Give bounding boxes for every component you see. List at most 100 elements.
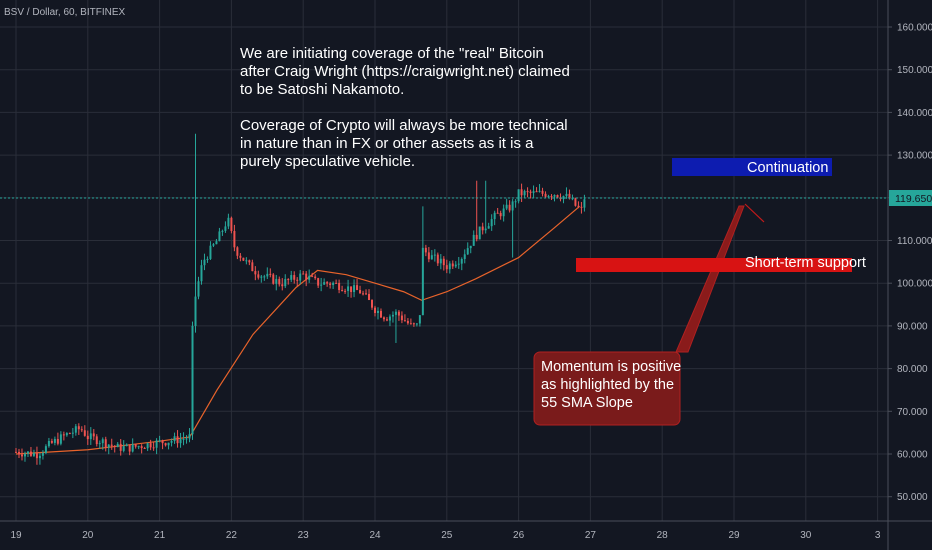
candle-body <box>152 447 155 449</box>
candle-body <box>119 443 122 451</box>
candle-body <box>481 226 484 231</box>
support-label: Short-term support <box>745 255 866 271</box>
candle-body <box>574 198 577 206</box>
candle-body <box>490 219 493 227</box>
candle-body <box>74 426 77 433</box>
candle-body <box>173 436 176 442</box>
price-tick-label: 90.000 <box>897 321 928 332</box>
candle-body <box>98 443 101 445</box>
candle-body <box>296 279 299 281</box>
candle-body <box>134 444 137 447</box>
candle-body <box>68 433 71 435</box>
candle-body <box>251 262 254 272</box>
candle-body <box>158 440 161 442</box>
candle-body <box>379 310 382 318</box>
candle-body <box>47 440 50 447</box>
candle-body <box>505 204 508 209</box>
candle-body <box>550 195 553 197</box>
candle-body <box>514 201 517 203</box>
symbol-title: BSV / Dollar, 60, BITFINEX <box>4 7 125 18</box>
candle-body <box>161 440 164 444</box>
sma-55-line <box>15 205 581 455</box>
price-tick-label: 100.000 <box>897 279 932 290</box>
candle-body <box>478 226 481 240</box>
candle-body <box>371 299 374 308</box>
candle-body <box>314 276 317 279</box>
candle-body <box>197 281 200 297</box>
candle-body <box>421 247 424 316</box>
candle-body <box>341 290 344 292</box>
candle-body <box>206 258 209 260</box>
candle-body <box>302 273 305 275</box>
candle-body <box>442 258 445 266</box>
candle-body <box>110 444 113 446</box>
candle-body <box>38 455 41 459</box>
continuation-label: Continuation <box>747 160 828 176</box>
time-tick-label: 29 <box>728 530 740 541</box>
candle-body <box>15 451 17 453</box>
candle-body <box>562 196 565 200</box>
candle-body <box>293 275 296 280</box>
candle-body <box>499 212 502 217</box>
commentary-line-5: Coverage of Crypto will always be more t… <box>240 117 568 134</box>
candle-body <box>26 451 29 454</box>
candle-body <box>287 279 290 281</box>
price-tick-label: 70.000 <box>897 407 928 418</box>
candle-body <box>433 254 436 256</box>
candle-body <box>454 264 457 267</box>
candle-body <box>424 247 427 253</box>
candle-body <box>511 201 514 211</box>
candle-body <box>188 434 191 439</box>
price-tick-label: 110.000 <box>897 236 932 247</box>
candle-body <box>317 278 320 286</box>
candle-body <box>239 255 242 258</box>
momentum-pointer <box>744 203 765 223</box>
time-axis[interactable]: 19 20 21 22 23 24 25 26 27 28 29 30 3 <box>10 530 880 541</box>
candle-body <box>472 234 475 246</box>
candle-body <box>430 255 433 260</box>
candle-body <box>565 193 568 197</box>
candle-body <box>412 323 415 325</box>
price-tick-label: 150.000 <box>897 65 932 76</box>
candle-body <box>460 258 463 264</box>
momentum-pointer-arrow <box>675 205 745 353</box>
candle-body <box>41 452 44 456</box>
candle-body <box>65 433 68 436</box>
candle-body <box>218 231 221 242</box>
candle-body <box>137 446 140 448</box>
candle-body <box>101 439 104 444</box>
momentum-line-2: as highlighted by the <box>541 377 674 393</box>
candle-body <box>92 433 95 437</box>
candle-body <box>44 446 47 453</box>
time-tick-label: 21 <box>154 530 166 541</box>
candle-body <box>493 212 496 220</box>
price-tick-label: 60.000 <box>897 450 928 461</box>
candle-body <box>374 307 376 313</box>
candle-body <box>335 282 338 284</box>
candle-body <box>107 444 110 448</box>
candle-body <box>170 441 173 443</box>
candle-body <box>29 451 32 456</box>
candle-body <box>365 293 368 295</box>
candle-body <box>577 205 580 207</box>
candle-body <box>263 276 266 278</box>
candle-body <box>179 439 182 444</box>
candle-body <box>53 438 56 443</box>
momentum-box <box>533 351 681 426</box>
candle-body <box>224 226 227 231</box>
candle-body <box>362 293 365 295</box>
candle-body <box>329 283 332 285</box>
candle-body <box>320 284 323 286</box>
candle-body <box>143 447 146 449</box>
time-tick-label: 28 <box>657 530 669 541</box>
candle-body <box>556 195 559 198</box>
commentary: We are initiating coverage of the "real"… <box>240 45 570 170</box>
candle-body <box>356 285 359 291</box>
candle-body <box>466 248 469 255</box>
candle-body <box>260 276 263 278</box>
candle-body <box>275 278 278 284</box>
candle-body <box>305 273 308 280</box>
candle-body <box>496 212 499 214</box>
candle-body <box>23 453 26 457</box>
